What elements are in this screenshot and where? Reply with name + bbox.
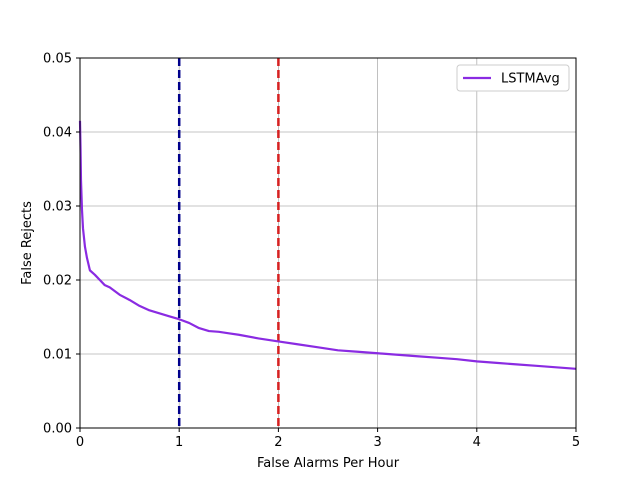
y-tick-label: 0.01 — [43, 348, 72, 363]
plot-frame — [79, 57, 577, 429]
x-axis-ticks: 0 1 2 3 4 5 — [76, 428, 580, 450]
y-axis-ticks: 0.00 0.01 0.02 0.03 0.04 0.05 — [43, 52, 80, 437]
x-axis-label: False Alarms Per Hour — [257, 456, 400, 471]
x-tick-label: 3 — [373, 435, 381, 450]
legend-box — [456, 64, 570, 92]
series-line — [78, 120, 577, 370]
x-tick-label: 2 — [274, 435, 282, 450]
legend-label: LSTMAvg — [501, 72, 560, 87]
x-tick-label: 4 — [473, 435, 481, 450]
series-lines — [78, 120, 577, 370]
x-tick-label: 5 — [572, 435, 580, 450]
y-tick-label: 0.03 — [43, 200, 72, 215]
y-tick-label: 0.02 — [43, 274, 72, 289]
y-tick-label: 0.04 — [43, 126, 72, 141]
threshold-lines — [177, 58, 280, 428]
legend: LSTMAvg — [456, 64, 570, 92]
grid-lines — [79, 57, 577, 429]
x-tick-label: 0 — [76, 435, 84, 450]
y-axis-label: False Rejects — [20, 201, 35, 285]
y-tick-label: 0.05 — [43, 52, 72, 67]
y-tick-label: 0.00 — [43, 422, 72, 437]
x-tick-label: 1 — [175, 435, 183, 450]
